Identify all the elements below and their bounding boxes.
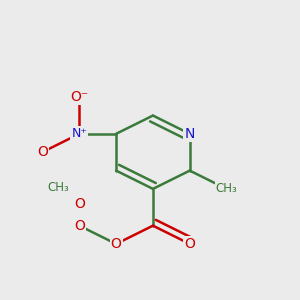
Text: O: O bbox=[111, 237, 122, 251]
Text: O⁻: O⁻ bbox=[70, 90, 88, 104]
Text: N⁺: N⁺ bbox=[71, 127, 87, 140]
Text: O: O bbox=[184, 237, 195, 251]
Text: CH₃: CH₃ bbox=[216, 182, 237, 195]
Text: N: N bbox=[184, 127, 195, 141]
Text: CH₃: CH₃ bbox=[48, 181, 70, 194]
Text: O: O bbox=[74, 219, 85, 233]
Text: O: O bbox=[74, 196, 85, 211]
Text: O: O bbox=[37, 145, 48, 159]
